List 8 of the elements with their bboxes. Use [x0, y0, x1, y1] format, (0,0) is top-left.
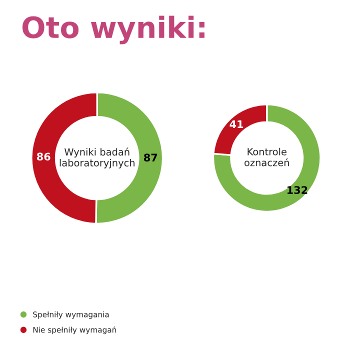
- data-label: 132: [288, 186, 308, 194]
- data-label: 86: [37, 152, 50, 161]
- donut-slice: [212, 104, 322, 212]
- data-label: 41: [230, 120, 244, 128]
- data-label: 87: [144, 154, 158, 162]
- chart-title: Oto wyniki:: [22, 16, 204, 44]
- text: Kontrole oznaczeń: [244, 148, 289, 166]
- text: Wyniki badań laboratoryjnych: [60, 148, 134, 168]
